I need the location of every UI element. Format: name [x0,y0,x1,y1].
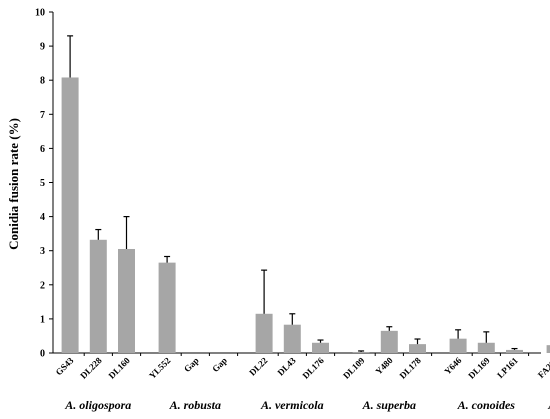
group-label: A. robusta [169,398,221,412]
bar [61,77,79,354]
category-label: FA282 [536,355,550,380]
category-label: GS43 [54,355,76,377]
y-tick-label: 7 [40,110,45,121]
group-label: A. musiformis [547,398,550,412]
y-tick-label: 6 [40,144,45,155]
category-label: DL169 [466,355,492,381]
category-label: LP161 [495,355,520,380]
bar [312,342,329,353]
category-label: Gap [182,355,201,374]
category-label: Y480 [374,355,396,377]
y-axis-label: Conidia fusion rate (%) [6,118,21,250]
group-label: A. vermicola [260,398,324,412]
bar [283,324,301,353]
category-label: Gap [210,355,229,374]
bar [380,330,398,353]
plot-labels: GS43 DL228 DL160 A. oligospora YL552 Gap Gap A.… [54,355,550,412]
y-tick-label: 0 [40,349,45,360]
group-label: A. conoides [457,398,516,412]
category-label: Y646 [442,355,464,377]
category-label: YL552 [147,355,173,381]
bar [477,342,495,353]
category-label: DL43 [275,355,298,378]
category-label: DL178 [397,355,423,381]
category-label: DL160 [106,355,132,381]
y-tick-label: 9 [40,42,45,53]
y-tick-label: 5 [40,178,45,189]
group-label: A. oligospora [64,398,131,412]
plot-bars [61,35,550,354]
bar [409,344,426,353]
y-tick-label: 10 [35,8,45,19]
bar [255,313,273,353]
bar [118,248,135,353]
bar [546,345,550,353]
category-label: DL22 [247,355,270,378]
plot-axes: 0 1 2 3 4 5 6 7 8 9 10 [35,8,541,360]
bar [89,239,107,353]
bar [506,349,523,353]
group-label: A. superba [362,398,416,412]
y-tick-label: 1 [40,314,45,325]
bar [158,262,176,353]
y-tick-label: 4 [40,212,45,223]
y-tick-label: 8 [40,76,45,87]
y-tick-label: 3 [40,246,45,257]
y-tick-label: 2 [40,280,45,291]
bar [449,338,467,353]
category-label: DL228 [78,355,104,381]
category-label: DL176 [300,355,326,381]
bar [352,351,370,353]
category-label: DL109 [341,355,367,381]
